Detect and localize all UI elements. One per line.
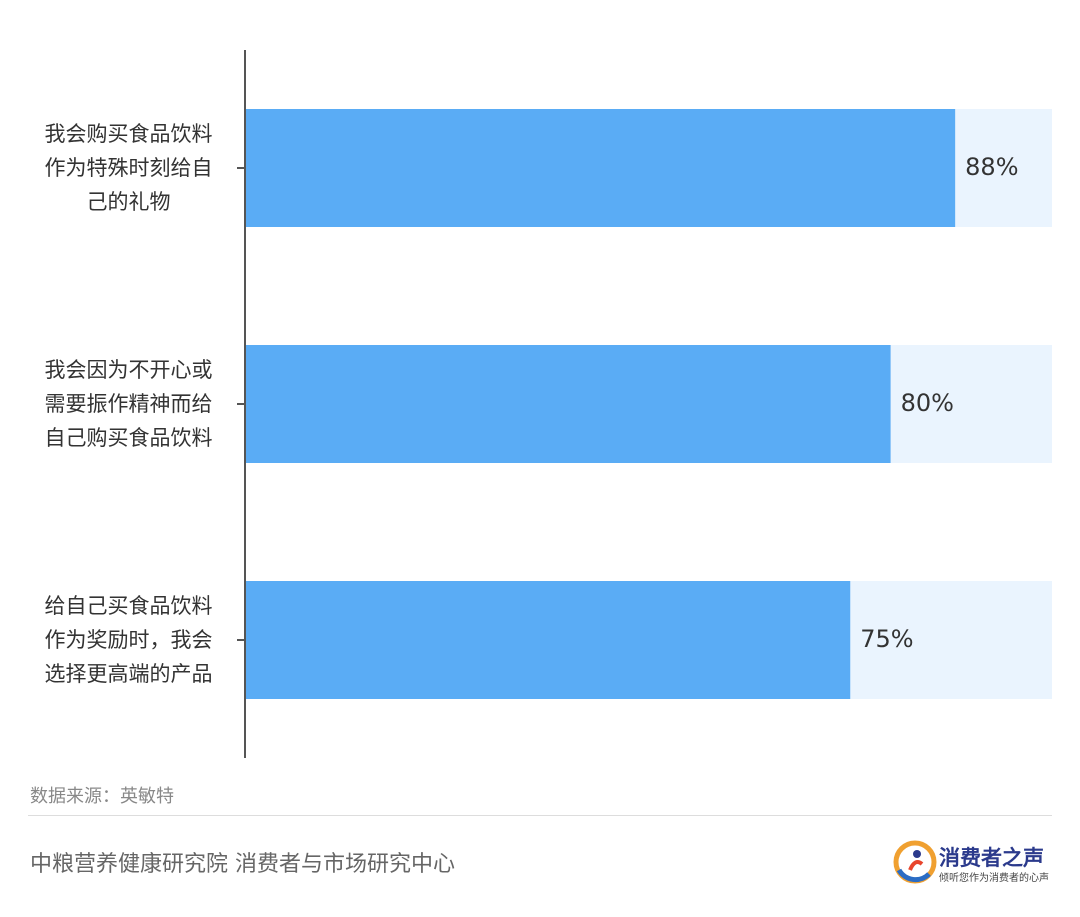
category-label-line: 我会因为不开心或 [44,358,213,382]
data-source-note: 数据来源：英敏特 [30,786,174,807]
logo-subtitle: 倾听您作为消费者的心声 [939,873,1049,884]
footer-divider [28,815,1052,816]
category-label: 我会购买食品饮料 作为特殊时刻给自 己的礼物 [26,117,231,219]
category-label-line: 需要振作精神而给 [44,392,213,416]
category-label: 给自己买食品饮料 作为奖励时，我会 选择更高端的产品 [26,589,231,691]
value-label: 75% [860,625,914,653]
value-label: 80% [900,389,954,417]
bar-chart [237,50,1052,758]
category-label-line: 自己购买食品饮料 [44,426,213,450]
footer-organization: 中粮营养健康研究院 消费者与市场研究中心 [30,852,455,877]
bar [245,345,891,463]
logo-icon [893,840,937,884]
bar [245,581,851,699]
category-label-line: 作为奖励时，我会 [44,628,213,652]
brand-logo: 消费者之声 倾听您作为消费者的心声 [893,838,1053,888]
category-label-line: 选择更高端的产品 [44,662,213,686]
category-label-line: 作为特殊时刻给自 [44,156,213,180]
category-label-line: 给自己买食品饮料 [44,594,213,618]
category-label-line: 我会购买食品饮料 [44,122,213,146]
logo-title: 消费者之声 [939,846,1044,870]
category-label: 我会因为不开心或 需要振作精神而给 自己购买食品饮料 [26,353,231,455]
category-label-line: 己的礼物 [86,190,171,214]
bar [245,109,956,227]
value-label: 88% [965,153,1019,181]
